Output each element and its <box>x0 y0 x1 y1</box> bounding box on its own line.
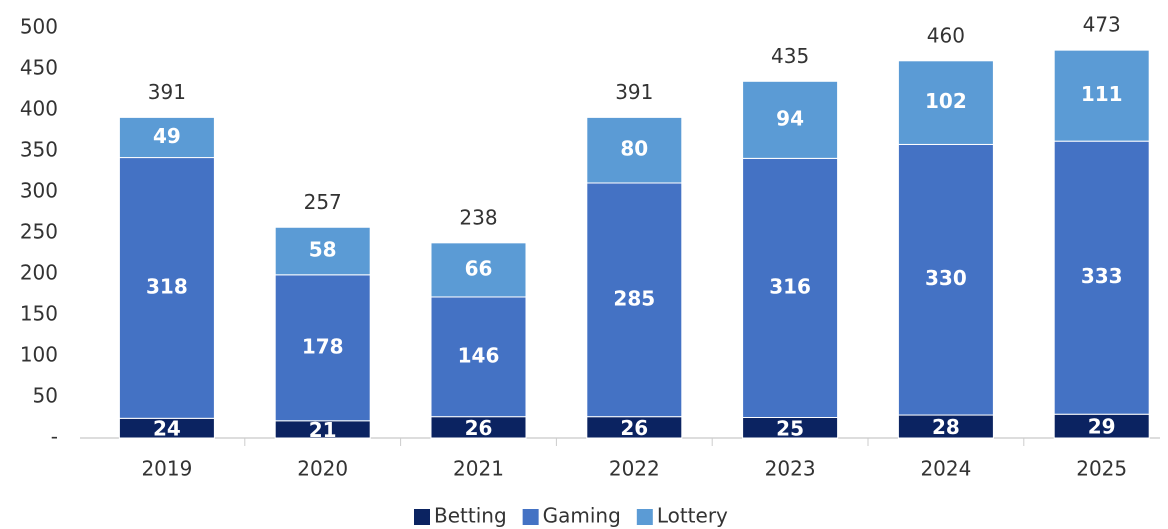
data-label: 29 <box>1088 415 1116 439</box>
y-tick-label: 400 <box>20 97 58 121</box>
total-label: 460 <box>927 23 965 47</box>
data-label: 28 <box>932 415 960 439</box>
data-label: 316 <box>769 274 811 298</box>
data-label: 111 <box>1081 82 1123 106</box>
data-label: 26 <box>465 416 493 440</box>
total-label: 391 <box>615 80 653 104</box>
bar-segment <box>897 143 994 416</box>
bar-segment <box>897 60 994 145</box>
total-label: 257 <box>304 190 342 214</box>
x-tick-label: 2021 <box>453 457 504 481</box>
total-label: 473 <box>1083 13 1121 37</box>
total-label: 238 <box>459 205 497 229</box>
y-tick-label: 500 <box>20 15 58 39</box>
data-label: 58 <box>309 238 337 262</box>
x-tick-label: 2022 <box>609 457 660 481</box>
bar-segment <box>118 157 215 419</box>
data-label: 102 <box>925 89 967 113</box>
bar-segment <box>430 296 527 418</box>
data-label: 318 <box>146 274 188 298</box>
data-label: 21 <box>309 418 337 442</box>
bar-segment <box>586 116 683 184</box>
y-tick-label: 450 <box>20 56 58 80</box>
x-tick-label: 2024 <box>920 457 971 481</box>
y-tick-label: 150 <box>20 302 58 326</box>
y-tick-label: 200 <box>20 261 58 285</box>
data-label: 285 <box>613 286 655 310</box>
legend-swatch <box>522 509 539 525</box>
bar-segment <box>274 226 371 276</box>
x-tick-label: 2025 <box>1076 457 1127 481</box>
bar-segment <box>1053 140 1150 415</box>
data-label: 66 <box>465 256 493 280</box>
legend-label: Gaming <box>543 504 621 528</box>
y-tick-label: 250 <box>20 220 58 244</box>
y-tick-label: 300 <box>20 179 58 203</box>
data-label: 94 <box>776 106 804 130</box>
bar-segment <box>274 274 371 422</box>
data-label: 146 <box>458 343 500 367</box>
data-label: 25 <box>776 416 804 440</box>
total-label: 391 <box>148 80 186 104</box>
y-tick-label: - <box>51 425 58 449</box>
y-tick-label: 100 <box>20 343 58 367</box>
data-label: 178 <box>302 334 344 358</box>
legend-swatch <box>636 509 653 525</box>
y-tick-label: 50 <box>33 384 58 408</box>
legend-label: Betting <box>434 504 507 528</box>
data-label: 330 <box>925 266 967 290</box>
data-label: 80 <box>620 137 648 161</box>
data-label: 333 <box>1081 264 1123 288</box>
data-label: 49 <box>153 124 181 148</box>
y-tick-label: 350 <box>20 138 58 162</box>
data-label: 24 <box>153 417 181 441</box>
bar-segment <box>586 182 683 418</box>
bar-segment <box>742 80 839 159</box>
legend-label: Lottery <box>657 504 728 528</box>
bar-segment <box>742 157 839 418</box>
x-tick-label: 2023 <box>765 457 816 481</box>
legend-swatch <box>414 509 430 525</box>
x-tick-label: 2020 <box>297 457 348 481</box>
bar-segment <box>430 242 527 298</box>
total-label: 435 <box>771 44 809 68</box>
bar-segment <box>118 116 215 159</box>
bar-segment <box>1053 49 1150 142</box>
data-label: 26 <box>620 416 648 440</box>
x-tick-label: 2019 <box>141 457 192 481</box>
